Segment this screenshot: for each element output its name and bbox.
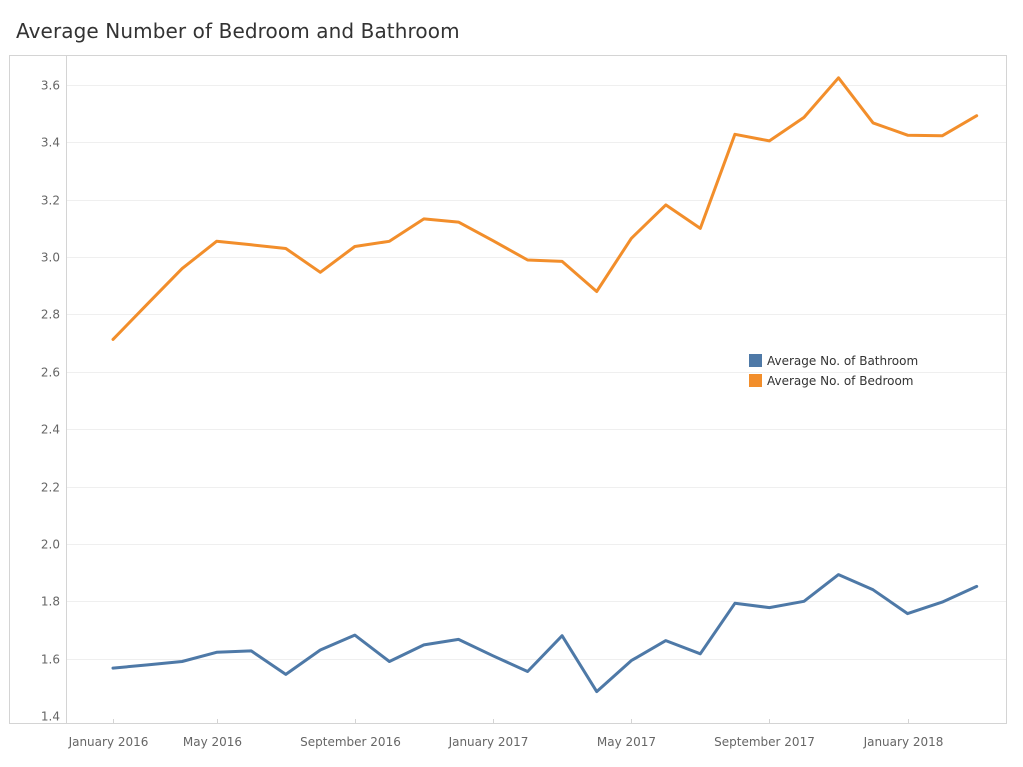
x-tick-label: January 2017 xyxy=(448,735,529,749)
y-tick-label: 2.8 xyxy=(41,308,60,322)
legend-swatch xyxy=(749,374,762,387)
x-tick-label: May 2016 xyxy=(183,735,242,749)
y-tick-label: 3.0 xyxy=(41,251,60,265)
y-tick-label: 1.4 xyxy=(41,710,60,724)
chart-title: Average Number of Bedroom and Bathroom xyxy=(16,19,460,43)
y-tick-label: 3.4 xyxy=(41,136,60,150)
y-tick-label: 2.6 xyxy=(41,366,60,380)
legend-swatch xyxy=(749,354,762,367)
series-line-0 xyxy=(111,573,979,694)
legend-label: Average No. of Bedroom xyxy=(767,374,913,388)
y-tick-label: 1.8 xyxy=(41,595,60,609)
y-tick-label: 3.6 xyxy=(41,79,60,93)
x-tick-label: September 2017 xyxy=(714,735,815,749)
series-line-1 xyxy=(111,76,979,341)
y-tick-label: 2.4 xyxy=(41,423,60,437)
x-tick-label: January 2016 xyxy=(68,735,149,749)
plot-frame xyxy=(9,55,1007,724)
y-tick-label: 2.2 xyxy=(41,481,60,495)
y-tick-label: 1.6 xyxy=(41,653,60,667)
y-tick-label: 2.0 xyxy=(41,538,60,552)
x-tick-label: September 2016 xyxy=(300,735,401,749)
legend-label: Average No. of Bathroom xyxy=(767,354,918,368)
x-tick-label: January 2018 xyxy=(863,735,944,749)
y-tick-label: 3.2 xyxy=(41,194,60,208)
x-tick-label: May 2017 xyxy=(597,735,656,749)
